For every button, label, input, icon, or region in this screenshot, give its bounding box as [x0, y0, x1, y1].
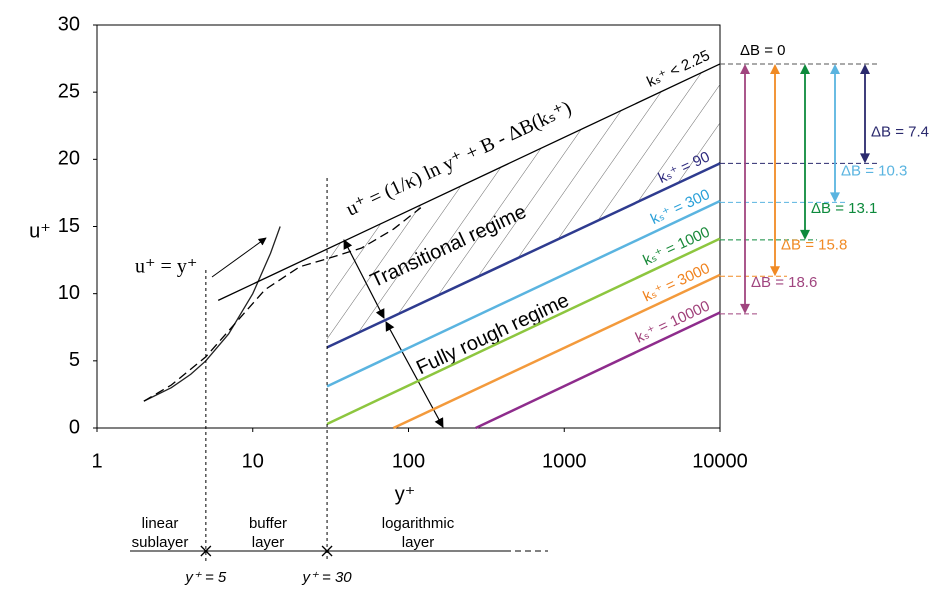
arrowhead [830, 63, 840, 74]
arrowhead [740, 303, 750, 314]
series-line [143, 207, 422, 402]
y-tick-label: 15 [58, 215, 80, 237]
arrowhead [800, 229, 810, 240]
x-tick-label: 10 [242, 450, 264, 472]
arrowhead [770, 266, 780, 277]
series-line [475, 311, 721, 430]
series-line [326, 199, 721, 388]
y-tick-label: 20 [58, 148, 80, 170]
y-axis-label: u⁺ [29, 220, 51, 242]
hatch-region [327, 63, 720, 348]
delta-b-label: ΔB = 0 [740, 42, 785, 59]
boundary-cross [321, 545, 333, 557]
y-tick-label: 5 [69, 349, 80, 371]
boundary-label: y⁺ = 5 [184, 569, 227, 586]
series-line [392, 273, 721, 430]
viscous-law-label: u⁺ = y⁺ [135, 256, 197, 278]
delta-b-label: ΔB = 7.4 [871, 123, 929, 140]
y-tick-label: 0 [69, 416, 80, 438]
arrowhead [830, 192, 840, 203]
layer-name: linear [142, 515, 179, 532]
layer-name: sublayer [132, 534, 189, 551]
y-tick-label: 10 [58, 282, 80, 304]
series-line [326, 162, 721, 349]
layer-name: layer [252, 534, 285, 551]
layer-name: logarithmic [382, 515, 455, 532]
layer-name: layer [402, 534, 435, 551]
layer-name: buffer [249, 515, 287, 532]
delta-b-label: ΔB = 10.3 [841, 162, 907, 179]
delta-b-label: ΔB = 13.1 [811, 200, 877, 217]
y-tick-label: 25 [58, 80, 80, 102]
boundary-cross [200, 545, 212, 557]
series-line [217, 63, 721, 301]
series-line [326, 237, 721, 426]
y-tick-label: 30 [58, 13, 80, 35]
arrowhead [740, 63, 750, 74]
x-axis-label: y⁺ [395, 483, 416, 505]
arrowhead [860, 63, 870, 74]
pointer-arrow [211, 237, 267, 278]
arrowhead [800, 63, 810, 74]
x-tick-label: 10000 [692, 450, 748, 472]
arrowhead [770, 63, 780, 74]
boundary-label: y⁺ = 30 [301, 569, 352, 586]
arrowhead [860, 153, 870, 164]
series-line [143, 226, 281, 402]
x-tick-label: 100 [392, 450, 425, 472]
delta-b-label: ΔB = 15.8 [781, 236, 847, 253]
x-tick-label: 1 [91, 450, 102, 472]
x-tick-label: 1000 [542, 450, 587, 472]
delta-b-label: ΔB = 18.6 [751, 274, 817, 291]
